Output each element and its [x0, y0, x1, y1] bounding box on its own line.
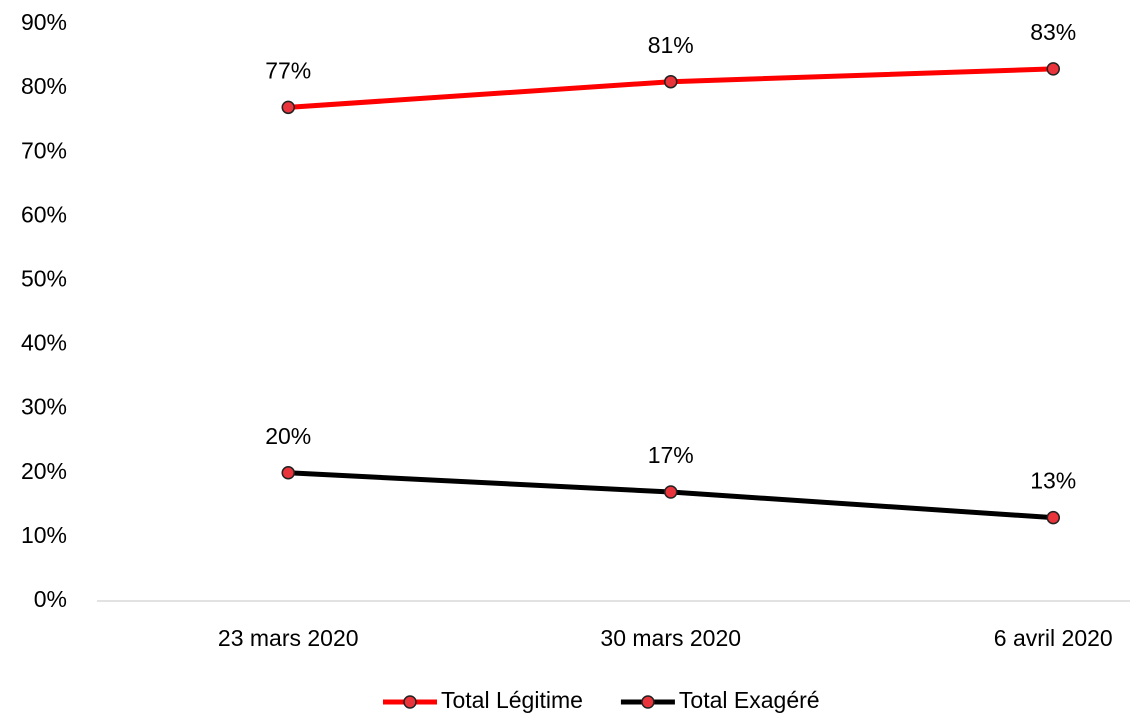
- legend-marker: [403, 695, 417, 709]
- x-tick-label: 23 mars 2020: [218, 625, 359, 651]
- x-tick-label: 30 mars 2020: [600, 625, 741, 651]
- data-label: 81%: [648, 32, 694, 58]
- point-marker: [281, 466, 295, 480]
- y-tick-label: 70%: [21, 137, 67, 163]
- point-marker: [664, 485, 678, 499]
- y-tick-label: 50%: [21, 266, 67, 292]
- point-marker: [281, 100, 295, 115]
- legend-marker: [641, 695, 655, 709]
- y-tick-label: 80%: [21, 73, 67, 99]
- y-tick-label: 20%: [21, 458, 67, 484]
- x-tick-label: 6 avril 2020: [994, 625, 1113, 651]
- point-marker: [1046, 510, 1060, 525]
- legend-label: Total Exagéré: [679, 687, 820, 713]
- data-label: 13%: [1030, 468, 1076, 494]
- y-tick-label: 60%: [21, 201, 67, 227]
- legend-label: Total Légitime: [441, 687, 583, 713]
- data-label: 83%: [1030, 19, 1076, 45]
- y-tick-label: 30%: [21, 394, 67, 420]
- data-label: 77%: [265, 57, 311, 83]
- y-tick-label: 90%: [21, 9, 67, 35]
- data-label: 20%: [265, 423, 311, 449]
- y-tick-label: 10%: [21, 522, 67, 548]
- y-tick-label: 40%: [21, 330, 67, 356]
- point-marker: [1046, 62, 1060, 76]
- data-label: 17%: [648, 442, 694, 468]
- point-marker: [664, 74, 678, 89]
- y-tick-label: 0%: [34, 586, 67, 612]
